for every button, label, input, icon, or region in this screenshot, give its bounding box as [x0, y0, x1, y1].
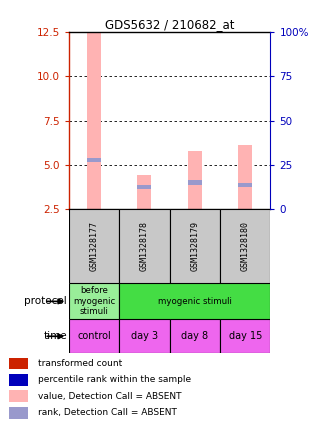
Text: value, Detection Call = ABSENT: value, Detection Call = ABSENT	[38, 392, 181, 401]
Bar	[170, 319, 220, 353]
Text: before
myogenic
stimuli: before myogenic stimuli	[73, 286, 115, 316]
Bar	[137, 185, 151, 189]
Bar	[69, 209, 119, 283]
Bar	[69, 283, 119, 319]
Bar	[188, 151, 202, 209]
Bar	[119, 283, 270, 319]
Bar	[238, 183, 252, 187]
Text: rank, Detection Call = ABSENT: rank, Detection Call = ABSENT	[38, 408, 177, 417]
Text: transformed count: transformed count	[38, 359, 122, 368]
Text: control: control	[77, 331, 111, 341]
Bar	[220, 319, 270, 353]
Bar	[87, 157, 101, 162]
Text: GSM1328178: GSM1328178	[140, 221, 149, 272]
Text: GSM1328180: GSM1328180	[241, 221, 250, 272]
Text: time: time	[44, 331, 67, 341]
Bar	[137, 175, 151, 209]
Title: GDS5632 / 210682_at: GDS5632 / 210682_at	[105, 18, 234, 30]
Text: myogenic stimuli: myogenic stimuli	[158, 297, 232, 306]
Bar	[87, 32, 101, 209]
Text: day 8: day 8	[181, 331, 208, 341]
Bar	[10, 390, 28, 402]
Bar	[119, 209, 170, 283]
Bar	[238, 146, 252, 209]
Bar	[188, 180, 202, 184]
Text: day 3: day 3	[131, 331, 158, 341]
Bar	[69, 319, 119, 353]
Bar	[10, 374, 28, 386]
Text: GSM1328177: GSM1328177	[90, 221, 99, 272]
Bar	[220, 209, 270, 283]
Text: GSM1328179: GSM1328179	[190, 221, 199, 272]
Text: percentile rank within the sample: percentile rank within the sample	[38, 375, 191, 385]
Text: protocol: protocol	[24, 297, 67, 306]
Bar	[10, 407, 28, 419]
Bar	[119, 319, 170, 353]
Text: day 15: day 15	[228, 331, 262, 341]
Bar	[170, 209, 220, 283]
Bar	[10, 357, 28, 369]
